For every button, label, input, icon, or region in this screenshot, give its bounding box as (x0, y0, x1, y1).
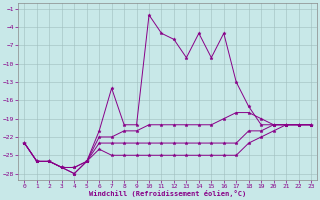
X-axis label: Windchill (Refroidissement éolien,°C): Windchill (Refroidissement éolien,°C) (89, 190, 246, 197)
